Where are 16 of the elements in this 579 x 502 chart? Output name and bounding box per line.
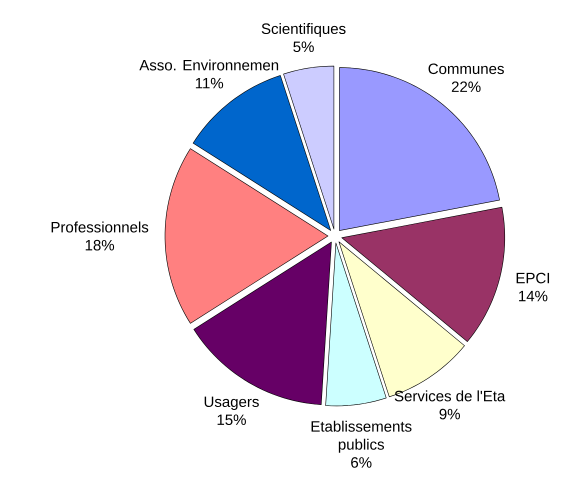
data-label: 6% — [351, 457, 372, 468]
data-label: 18% — [86, 240, 114, 250]
data-label: 22% — [452, 81, 481, 92]
data-label: 11% — [196, 78, 224, 88]
data-label: 5% — [293, 42, 314, 52]
slice-label: EPCI — [516, 272, 550, 284]
slice-label: Asso. Environnemen — [139, 59, 278, 70]
slice-label: Services de l'Eta — [394, 390, 506, 402]
slice-label: Etablissements publics — [312, 420, 412, 453]
data-label: 15% — [218, 414, 246, 426]
slice-label: Professionnels — [52, 221, 148, 232]
slice-label: Usagers — [204, 396, 259, 410]
slice-label: Scientifiques — [262, 23, 346, 38]
slice-label: Communes — [428, 63, 504, 74]
data-label: 9% — [440, 408, 460, 420]
data-label: 14% — [519, 290, 548, 302]
